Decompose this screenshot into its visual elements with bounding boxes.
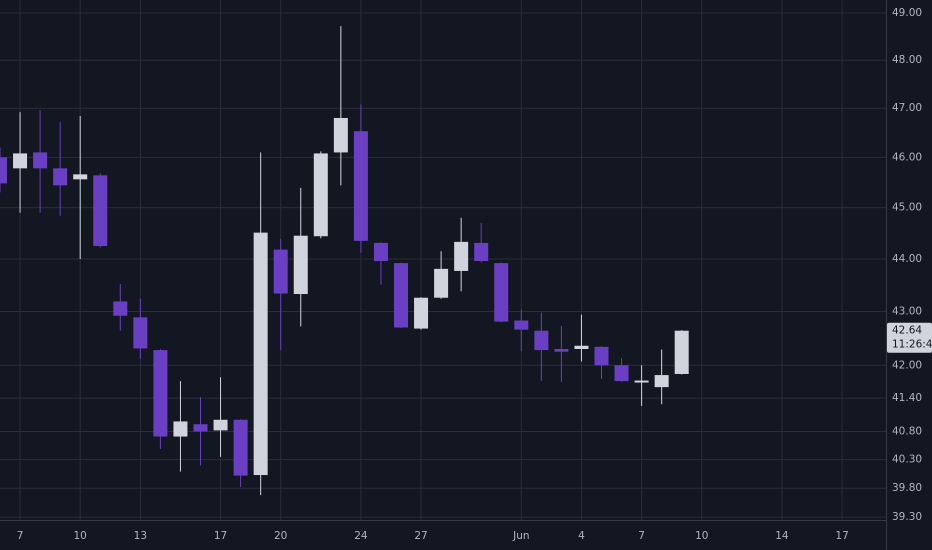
candle-body [233,419,248,476]
candle-body [434,268,449,298]
candle-body [414,297,429,329]
candle-body [13,153,28,169]
candle-body [634,380,649,383]
candle-body [0,157,7,184]
y-tick-label: 48.00 [892,54,922,66]
x-tick-label: 14 [775,530,789,542]
candle-body [333,117,348,153]
candle-body [113,301,128,316]
candle-body [373,242,388,262]
y-tick-label: 39.80 [892,482,922,494]
candle-body [53,168,68,186]
candle-body [614,365,629,382]
candle-body [153,350,168,437]
last-price-box [887,322,932,353]
x-tick-label: 17 [214,530,227,542]
x-tick-label: 24 [354,530,368,542]
last-price-label: 42.64 [892,325,922,337]
candle-body [474,242,489,262]
y-tick-label: 46.00 [892,151,922,163]
candles [0,26,689,496]
candle-body [674,330,689,374]
y-tick-label: 41.40 [892,392,922,404]
axes: 49.00 48.00 47.00 46.00 45.00 44.00 43.00 42.00… [17,7,932,542]
candle-body [394,263,408,328]
candle-body [594,346,609,366]
y-tick-label: 42.00 [892,359,922,371]
candle-body [514,320,529,330]
y-tick-label: 40.80 [892,425,922,437]
y-tick-label: 47.00 [892,102,922,114]
candle-body [93,175,108,247]
y-tick-label: 39.30 [892,511,922,523]
y-tick-label: 40.30 [892,454,922,466]
candle-body [133,317,148,349]
x-tick-label: 7 [17,530,24,542]
x-tick-label: 10 [695,530,708,542]
candle-body [33,152,48,169]
y-tick-label: 49.00 [892,7,922,19]
candle-body [494,263,509,322]
candle-body [313,153,328,237]
candle-body [454,241,469,271]
x-tick-label: 7 [638,530,645,542]
x-tick-label: Jun [512,530,529,542]
x-tick-label: 20 [274,530,287,542]
candle-body [554,348,569,352]
candle-body [574,345,589,349]
candle-body [73,174,88,180]
candle-body [353,131,368,241]
candle-body [654,375,669,388]
x-tick-label: 13 [134,530,147,542]
candle-body [534,330,549,351]
candle-body [293,235,308,295]
candle-body [213,419,228,431]
countdown-label: 11:26:47 [892,339,932,351]
y-tick-label: 45.00 [892,202,922,214]
candle-body [273,249,288,294]
x-tick-label: 27 [414,530,427,542]
x-tick-label: 10 [74,530,87,542]
candle-body [173,421,188,437]
x-tick-label: 17 [835,530,848,542]
x-tick-label: 4 [578,530,585,542]
y-tick-label: 43.00 [892,305,922,317]
candle-body [253,232,268,476]
y-tick-label: 44.00 [892,253,922,265]
candle-body [193,424,208,432]
